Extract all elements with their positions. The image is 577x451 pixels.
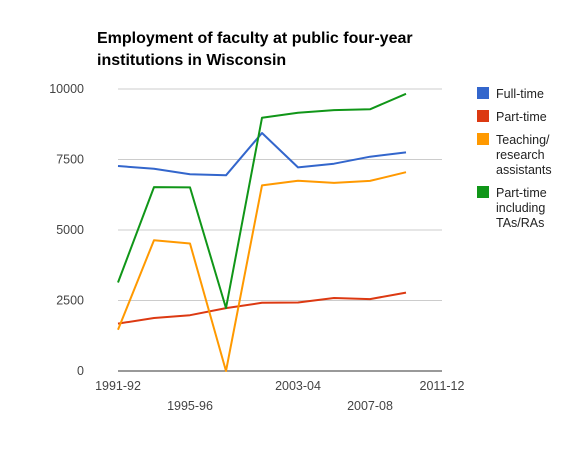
series-line-3 — [117, 92, 407, 310]
legend-label: research — [496, 148, 545, 162]
gridlines — [118, 88, 442, 372]
y-axis-ticks: 0 2500 5000 7500 10000 — [49, 82, 84, 378]
x-tick-label: 1991-92 — [95, 379, 141, 393]
legend-swatch — [477, 133, 489, 145]
x-tick-label: 2003-04 — [275, 379, 321, 393]
legend: Full-time Part-time Teaching/researchassis… — [477, 87, 552, 230]
legend-label: including — [496, 201, 545, 215]
legend-label: Teaching/ — [496, 133, 550, 147]
y-tick-label: 0 — [77, 364, 84, 378]
legend-swatch — [477, 110, 489, 122]
y-tick-label: 2500 — [56, 294, 84, 308]
legend-label: TAs/RAs — [496, 216, 544, 230]
legend-swatch — [477, 87, 489, 99]
y-tick-label: 5000 — [56, 223, 84, 237]
legend-label: Part-time — [496, 110, 547, 124]
legend-label: assistants — [496, 163, 552, 177]
series-line-1 — [117, 291, 407, 325]
series-line-2 — [117, 171, 407, 372]
legend-label: Part-time — [496, 186, 547, 200]
legend-label: Full-time — [496, 87, 544, 101]
legend-swatch — [477, 186, 489, 198]
y-tick-label: 7500 — [56, 153, 84, 167]
x-tick-label: 2011-12 — [420, 379, 465, 393]
y-tick-label: 10000 — [49, 82, 84, 96]
x-axis-ticks: 1991-92 2003-04 2011-12 1995-96 2007-08 — [95, 379, 464, 413]
x-tick-label: 1995-96 — [167, 399, 213, 413]
x-tick-label: 2007-08 — [347, 399, 393, 413]
series-line-0 — [117, 132, 407, 177]
chart-title: Employment of faculty at public four-yea… — [97, 30, 413, 69]
series-lines — [117, 92, 407, 372]
